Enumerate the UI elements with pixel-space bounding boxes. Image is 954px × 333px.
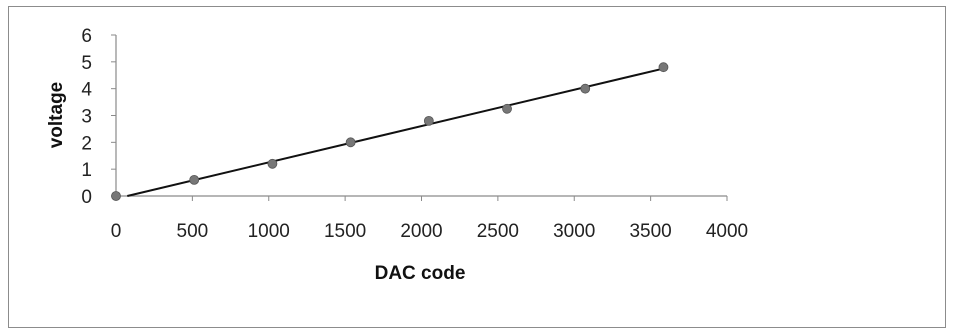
trendline: [127, 67, 664, 197]
x-tick-label: 1000: [248, 221, 290, 242]
trendline-group: [127, 67, 664, 197]
y-tick-label: 6: [81, 26, 92, 47]
y-tick-label: 3: [81, 107, 92, 128]
y-tick-label: 2: [81, 133, 92, 154]
x-tick-label: 2000: [400, 221, 442, 242]
x-tick-label: 0: [111, 221, 122, 242]
x-axis-title: DAC code: [375, 263, 466, 284]
y-axis-title: voltage: [46, 82, 67, 149]
axes: [115, 35, 727, 197]
data-point: [580, 83, 591, 94]
y-tick-label: 5: [81, 53, 92, 74]
data-point: [502, 103, 512, 114]
data-point: [111, 191, 121, 201]
x-ticks: 0 500 1000 1500 2000 2500 3000 3500 4000: [111, 196, 748, 242]
x-tick-label: 500: [177, 221, 209, 242]
data-point: [423, 115, 434, 126]
x-tick-label: 2500: [477, 221, 519, 242]
chart-frame: [8, 6, 946, 328]
y-tick-label: 1: [81, 160, 92, 181]
y-tick-label: 4: [81, 80, 92, 101]
x-tick-label: 3000: [553, 221, 595, 242]
x-tick-label: 1500: [324, 221, 366, 242]
x-tick-label: 3500: [629, 221, 671, 242]
y-ticks: 0 1 2 3 4 5 6: [81, 26, 116, 208]
data-point: [658, 62, 669, 73]
data-point: [345, 137, 356, 148]
data-points: [111, 62, 669, 201]
data-point: [189, 174, 200, 185]
data-point: [267, 158, 278, 169]
y-tick-label: 0: [81, 187, 92, 208]
x-tick-label: 4000: [706, 221, 748, 242]
